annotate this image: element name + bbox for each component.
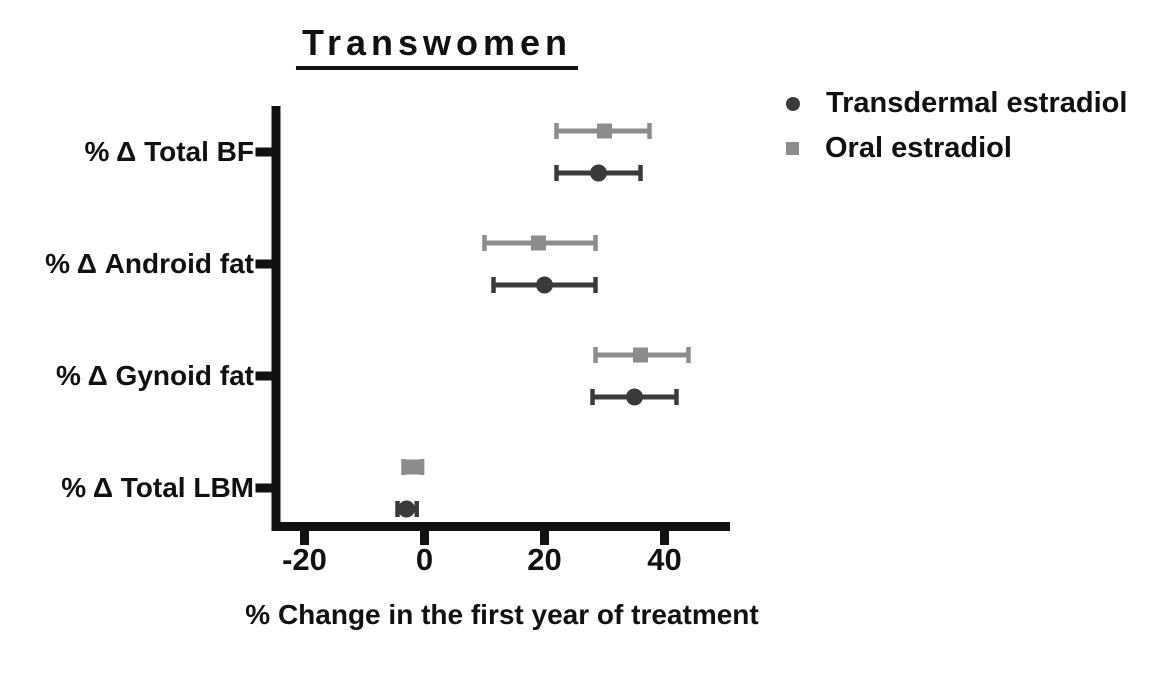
y-axis — [271, 106, 281, 531]
marker-oral-0 — [597, 123, 612, 139]
y-axis-label: % Δ Total LBM — [61, 472, 254, 503]
marker-transdermal-3 — [398, 500, 415, 518]
circle-marker-icon — [786, 96, 800, 111]
x-tick — [540, 531, 549, 545]
marker-transdermal-2 — [626, 388, 643, 406]
x-tick — [300, 531, 309, 545]
marker-oral-3 — [405, 459, 420, 475]
marker-transdermal-1 — [536, 276, 553, 294]
square-marker-icon — [786, 142, 799, 155]
y-tick — [255, 147, 272, 157]
y-axis-label: % Δ Total BF — [84, 136, 254, 167]
y-tick — [255, 371, 272, 381]
x-tick — [660, 531, 669, 545]
marker-oral-2 — [633, 347, 648, 363]
x-tick-label: 20 — [527, 542, 562, 577]
x-axis — [271, 522, 730, 531]
y-axis-label: % Δ Android fat — [45, 248, 254, 279]
legend: Transdermal estradiol Oral estradiol — [786, 81, 1127, 171]
chart-title: Transwomen — [295, 22, 579, 70]
x-tick-label: 0 — [415, 542, 434, 577]
marker-oral-1 — [531, 235, 546, 251]
legend-label-transdermal: Transdermal estradiol — [826, 87, 1128, 119]
x-tick-label: -20 — [282, 542, 327, 577]
marker-transdermal-0 — [590, 164, 607, 182]
x-axis-title: % Change in the first year of treatment — [245, 599, 759, 630]
x-tick-label: 40 — [647, 542, 682, 577]
y-tick — [255, 483, 272, 493]
y-axis-label: % Δ Gynoid fat — [56, 360, 254, 391]
legend-item-transdermal: Transdermal estradiol — [786, 81, 1127, 126]
legend-label-oral: Oral estradiol — [825, 132, 1012, 164]
x-tick — [420, 531, 429, 545]
y-tick — [255, 259, 272, 269]
legend-item-oral: Oral estradiol — [786, 126, 1127, 171]
